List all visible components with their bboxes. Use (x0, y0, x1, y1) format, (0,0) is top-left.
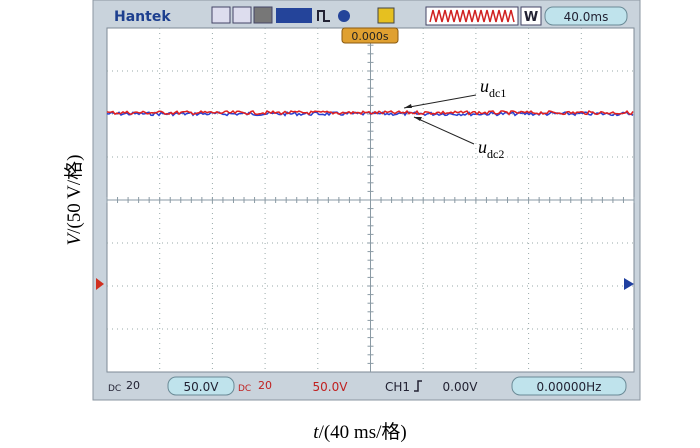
coupling: DC (108, 384, 121, 394)
annotation: udc2 (478, 137, 504, 161)
mode: W (524, 10, 538, 25)
ch-marker (96, 278, 104, 290)
ch2-scale: 50.0V (313, 380, 349, 394)
mode-box (520, 6, 542, 26)
status-bar: DC 20 50.0V DC 20 50.0V CH1 0.00V 0.0000… (108, 376, 627, 396)
x-axis-label: t/(40 ms/格) (313, 421, 406, 443)
y-axis-label: V/(50 V/格) (63, 155, 85, 246)
waveform-preview-trace (429, 9, 515, 23)
trace-udc1 (106, 109, 634, 116)
value-box (167, 376, 235, 396)
icon (253, 6, 273, 24)
bandwidth: 20 (258, 379, 272, 392)
x-unit: /(40 ms/格) (319, 421, 407, 443)
icon (317, 10, 330, 22)
icon (211, 6, 231, 24)
arrowhead (414, 117, 422, 121)
timebase: 40.0ms (564, 10, 609, 24)
brand: Hantek (114, 9, 171, 25)
x-variable: t (313, 422, 319, 443)
annotation-subscript: dc2 (487, 147, 504, 161)
frequency: 0.00000Hz (537, 380, 602, 394)
annotation-symbol: u (478, 137, 487, 157)
arrow (413, 116, 475, 145)
y-variable: V (64, 231, 85, 245)
trigger-source: CH1 (385, 380, 410, 394)
trigger-level: 0.00V (443, 380, 479, 394)
timebase-box (544, 6, 628, 26)
trigger-level-marker (624, 278, 634, 290)
trigger-time: 0.000s (351, 30, 388, 43)
edge-icon (414, 380, 422, 392)
ch1-scale: 50.0V (184, 380, 220, 394)
annotation-symbol: u (480, 76, 489, 96)
y-unit: /(50 V/格) (63, 155, 85, 234)
coupling: DC (238, 384, 251, 394)
trigger-marker (341, 27, 399, 44)
icon (377, 7, 395, 24)
arrow (403, 94, 477, 109)
grid (106, 27, 635, 372)
icon (276, 8, 312, 23)
icon (338, 10, 350, 22)
arrowhead (404, 104, 412, 108)
bandwidth: 20 (126, 379, 140, 392)
annotation: udc1 (480, 76, 506, 100)
icon (232, 6, 252, 24)
annotation-subscript: dc1 (489, 86, 506, 100)
value-box (511, 376, 627, 396)
